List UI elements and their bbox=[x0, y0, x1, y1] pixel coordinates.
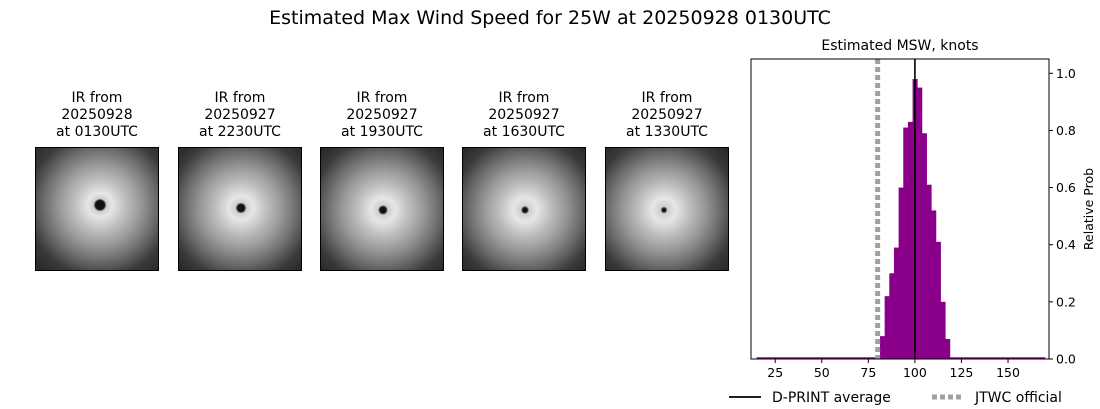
y-tick-label: 0.4 bbox=[1056, 237, 1076, 252]
panel-title-line1: IR from bbox=[214, 90, 266, 106]
x-tick-label: 150 bbox=[996, 365, 1020, 380]
x-tick-label: 100 bbox=[903, 365, 927, 380]
plot-frame bbox=[750, 58, 1050, 360]
histogram-bar bbox=[889, 273, 895, 359]
histogram-bar bbox=[884, 296, 890, 359]
panel-title-line3: at 0130UTC bbox=[56, 124, 138, 140]
panel-title-line2: 20250928 bbox=[61, 107, 133, 123]
histogram-bar bbox=[935, 241, 941, 359]
histogram-bar bbox=[931, 210, 937, 359]
legend-jtwc-label: JTWC official bbox=[974, 390, 1062, 406]
y-tick-label: 0.0 bbox=[1056, 352, 1076, 367]
ir-satellite-image bbox=[35, 147, 159, 271]
x-tick-label: 75 bbox=[860, 365, 876, 380]
panel-title: IR from 20250927 at 1630UTC bbox=[454, 90, 594, 141]
histogram-bar bbox=[893, 247, 900, 359]
histogram-bar bbox=[879, 336, 886, 359]
panel-title-line3: at 2230UTC bbox=[199, 124, 281, 140]
ir-satellite-image bbox=[605, 147, 729, 271]
x-tick-label: 125 bbox=[950, 365, 974, 380]
y-tick-label: 0.8 bbox=[1056, 123, 1076, 138]
chart-title: Estimated MSW, knots bbox=[821, 38, 978, 54]
ir-satellite-image bbox=[178, 147, 302, 271]
panel-title: IR from 20250927 at 1930UTC bbox=[312, 90, 452, 141]
ir-satellite-image bbox=[462, 147, 586, 271]
panel-title-line3: at 1630UTC bbox=[483, 124, 565, 140]
panel-title-line3: at 1330UTC bbox=[626, 124, 708, 140]
legend-dprint-label: D-PRINT average bbox=[772, 390, 891, 406]
ir-satellite-image bbox=[320, 147, 444, 271]
histogram-bar bbox=[940, 301, 946, 359]
histogram-bar bbox=[921, 133, 927, 359]
panel-title-line2: 20250927 bbox=[631, 107, 703, 123]
panel-title: IR from 20250927 at 2230UTC bbox=[170, 90, 310, 141]
x-tick-label: 50 bbox=[814, 365, 830, 380]
panel-title-line1: IR from bbox=[641, 90, 693, 106]
histogram-bar bbox=[898, 187, 904, 359]
panel-title-line1: IR from bbox=[356, 90, 408, 106]
panel-title-line1: IR from bbox=[71, 90, 123, 106]
panel-title-line2: 20250927 bbox=[346, 107, 418, 123]
panel-title-line3: at 1930UTC bbox=[341, 124, 423, 140]
histogram-bar bbox=[907, 121, 913, 359]
histogram-bar bbox=[926, 184, 932, 359]
panel-title: IR from 20250927 at 1330UTC bbox=[597, 90, 737, 141]
x-tick-label: 25 bbox=[767, 365, 783, 380]
y-axis-label: Relative Prob bbox=[1081, 168, 1096, 250]
histogram-bar bbox=[903, 127, 909, 359]
histogram-bar bbox=[917, 87, 923, 360]
y-tick-label: 0.2 bbox=[1056, 294, 1076, 309]
y-tick-label: 0.6 bbox=[1056, 180, 1076, 195]
y-tick-label: 1.0 bbox=[1056, 66, 1076, 81]
figure-title: Estimated Max Wind Speed for 25W at 2025… bbox=[269, 7, 831, 29]
panel-title: IR from 20250928 at 0130UTC bbox=[27, 90, 167, 141]
histogram-bar bbox=[945, 339, 951, 359]
panel-title-line2: 20250927 bbox=[204, 107, 276, 123]
panel-title-line2: 20250927 bbox=[488, 107, 560, 123]
panel-title-line1: IR from bbox=[498, 90, 550, 106]
